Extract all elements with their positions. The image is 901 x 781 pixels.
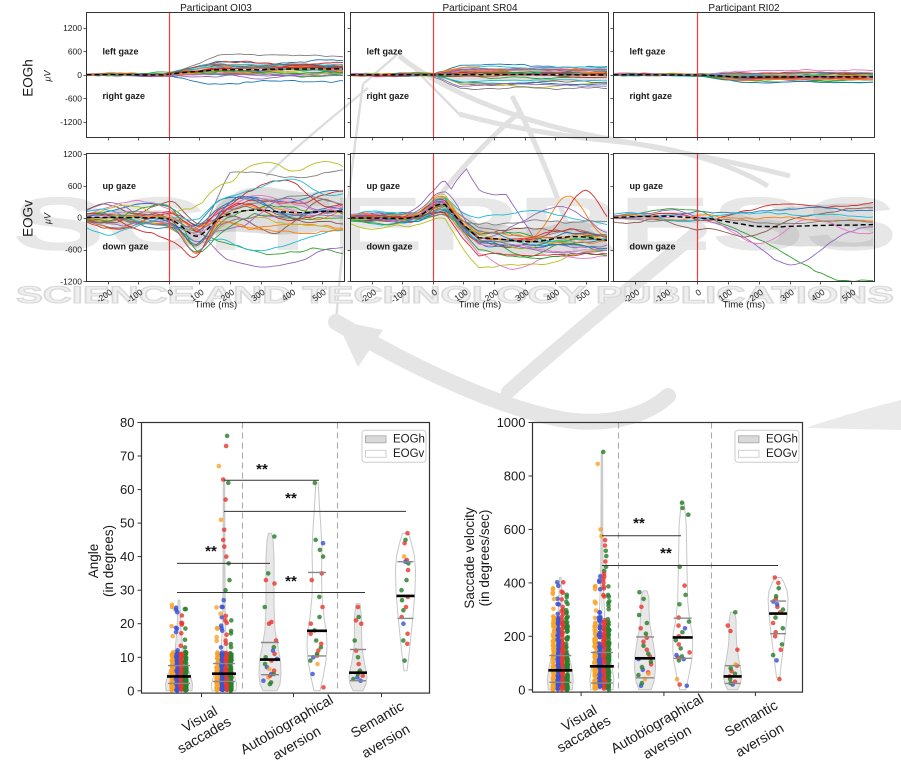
svg-text:up gaze: up gaze — [103, 181, 137, 191]
svg-text:0: 0 — [518, 682, 525, 697]
svg-text:70: 70 — [120, 449, 134, 464]
svg-text:10: 10 — [120, 650, 134, 665]
svg-text:600: 600 — [68, 181, 82, 191]
svg-text:EOGh: EOGh — [21, 59, 36, 97]
svg-text:down gaze: down gaze — [367, 241, 413, 251]
svg-text:600: 600 — [504, 522, 526, 537]
svg-text:30: 30 — [120, 583, 134, 598]
svg-text:(in degrees): (in degrees) — [101, 525, 116, 597]
svg-text:**: ** — [285, 573, 297, 590]
svg-text:40: 40 — [120, 549, 134, 564]
svg-text:**: ** — [633, 515, 645, 532]
svg-text:-1200: -1200 — [60, 117, 82, 127]
svg-text:600: 600 — [68, 46, 82, 56]
svg-text:up gaze: up gaze — [630, 181, 664, 191]
svg-text:0: 0 — [429, 287, 439, 298]
svg-text:μV: μV — [43, 212, 53, 225]
svg-text:EOGv: EOGv — [21, 200, 36, 237]
svg-text:**: ** — [205, 543, 217, 560]
svg-text:Participant RI02: Participant RI02 — [708, 3, 780, 14]
svg-text:left gaze: left gaze — [630, 46, 666, 56]
svg-text:1200: 1200 — [63, 23, 82, 33]
svg-text:0: 0 — [165, 287, 175, 298]
svg-text:-600: -600 — [65, 245, 82, 255]
svg-text:left gaze: left gaze — [367, 46, 403, 56]
svg-text:Time (ms): Time (ms) — [723, 300, 765, 311]
svg-text:**: ** — [256, 461, 268, 478]
svg-text:0: 0 — [693, 287, 703, 298]
svg-text:right gaze: right gaze — [103, 91, 146, 101]
svg-text:50: 50 — [120, 516, 134, 531]
svg-text:left gaze: left gaze — [103, 46, 139, 56]
svg-text:60: 60 — [120, 482, 134, 497]
svg-text:Angle: Angle — [86, 544, 101, 579]
svg-text:right gaze: right gaze — [367, 91, 410, 101]
svg-text:20: 20 — [120, 616, 134, 631]
svg-text:Saccade velocity: Saccade velocity — [462, 507, 477, 609]
svg-text:-600: -600 — [65, 93, 82, 103]
svg-text:1200: 1200 — [63, 149, 82, 159]
svg-text:1000: 1000 — [497, 415, 526, 430]
svg-text:EOGh: EOGh — [766, 434, 798, 446]
svg-text:0: 0 — [127, 683, 134, 698]
svg-text:Participant SR04: Participant SR04 — [442, 3, 517, 14]
svg-text:SCIENCE AND TECHNOLOGY PUBLICA: SCIENCE AND TECHNOLOGY PUBLICATIONS — [16, 282, 894, 309]
svg-text:μV: μV — [43, 70, 53, 83]
svg-text:Time (ms): Time (ms) — [459, 300, 501, 311]
svg-text:Participant OI03: Participant OI03 — [180, 3, 252, 14]
svg-text:0: 0 — [77, 213, 82, 223]
svg-text:EOGv: EOGv — [393, 448, 425, 460]
svg-text:Time (ms): Time (ms) — [195, 300, 237, 311]
svg-text:800: 800 — [504, 469, 526, 484]
svg-text:0: 0 — [77, 70, 82, 80]
svg-text:EOGv: EOGv — [766, 448, 798, 460]
svg-text:EOGh: EOGh — [393, 434, 425, 446]
svg-text:**: ** — [285, 490, 297, 507]
svg-text:200: 200 — [504, 629, 526, 644]
svg-text:400: 400 — [504, 575, 526, 590]
svg-text:up gaze: up gaze — [367, 181, 401, 191]
svg-text:down gaze: down gaze — [630, 241, 676, 251]
svg-text:right gaze: right gaze — [630, 91, 673, 101]
svg-text:(in degrees/sec): (in degrees/sec) — [477, 510, 492, 607]
svg-text:**: ** — [660, 545, 672, 562]
svg-text:-1200: -1200 — [60, 276, 82, 286]
svg-text:80: 80 — [120, 415, 134, 430]
svg-text:down gaze: down gaze — [103, 241, 149, 251]
